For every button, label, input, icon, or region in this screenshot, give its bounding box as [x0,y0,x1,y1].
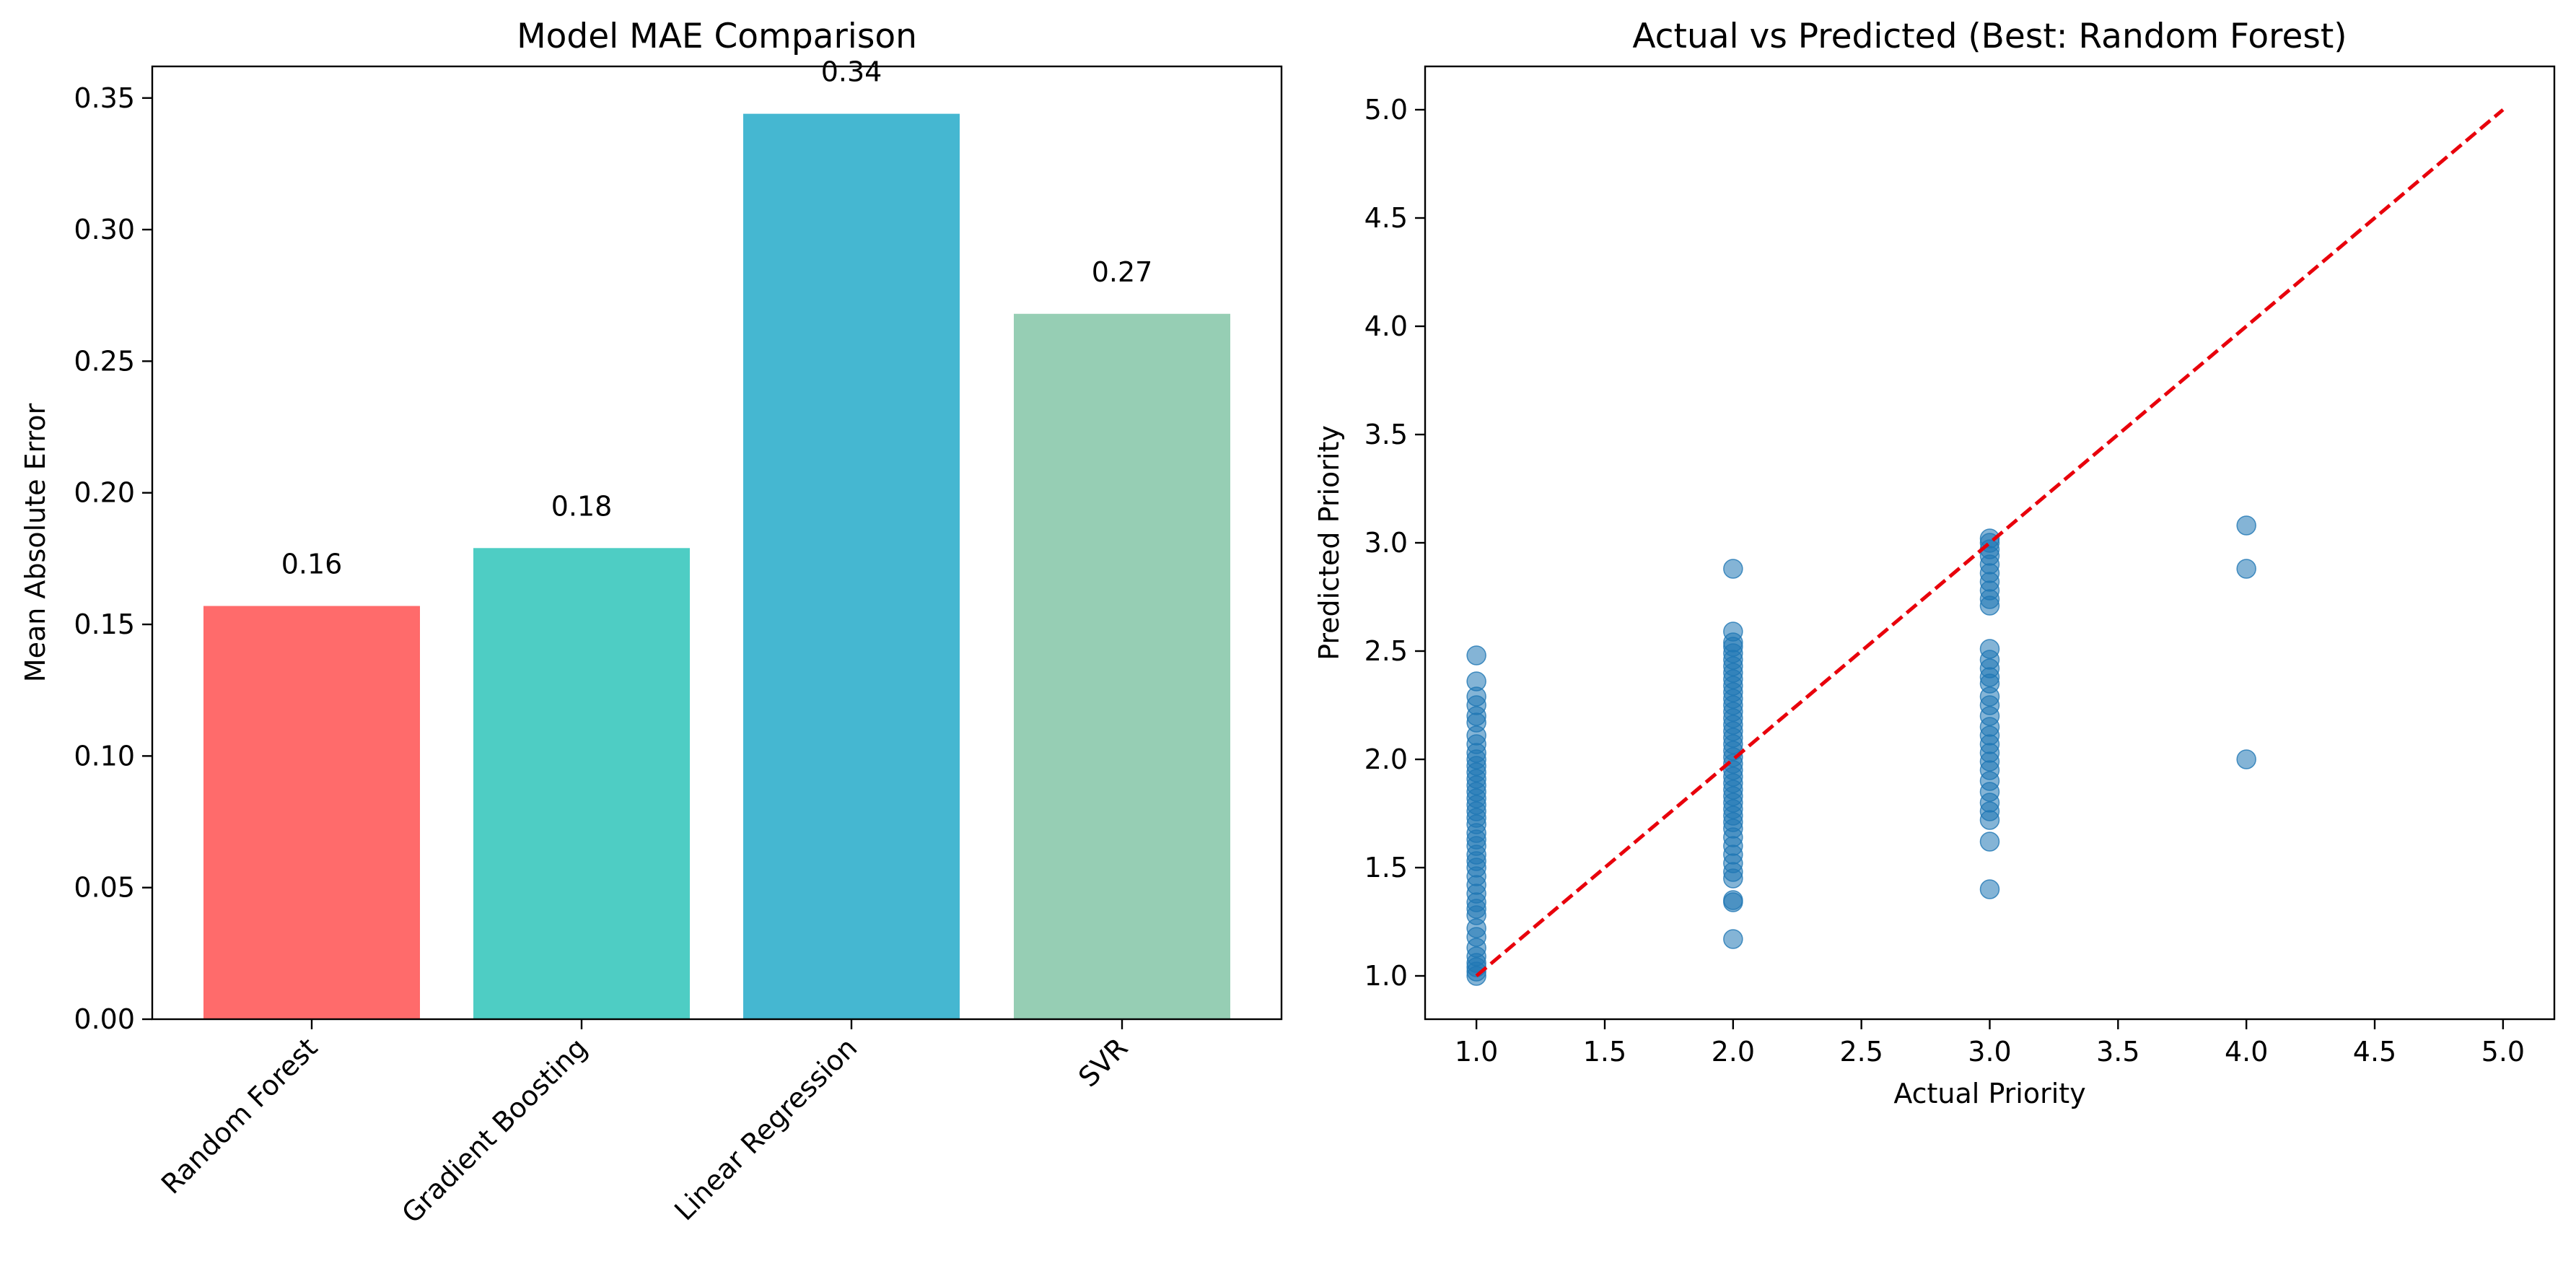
bar-axes-frame [151,65,1283,1021]
x-tick-label: 4.0 [2225,1036,2268,1068]
x-tick-label: 3.5 [2096,1036,2139,1068]
scatter-point [1723,929,1743,949]
bar-value-label: 0.34 [821,56,882,88]
y-tick-label: 1.0 [1364,960,1408,992]
y-tick-label: 0.20 [74,477,135,509]
scatter-chart-panel: 1.0 1.5 2.0 2.5 3.0 3.5 4.0 4.5 5.0 1.0 1.5 2.0 2.5 3… [1313,17,2556,1109]
scatter-point [1723,890,1743,910]
x-tick-label: Linear Regression [668,1031,863,1226]
y-tick-label: 0.35 [74,82,135,114]
scatter-point [2236,749,2256,769]
bar-gradient-boosting [473,548,690,1019]
y-tick-label: 0.05 [74,872,135,904]
bar-svr [1014,313,1230,1019]
scatter-x-axis-label: Actual Priority [1893,1078,2085,1109]
y-tick-label: 2.5 [1364,635,1408,667]
bar-chart-panel: 0.16 0.18 0.34 0.27 0.00 0.05 0.10 0.15 0.20 0.25… [19,17,1283,1229]
x-tick-label: Gradient Boosting [395,1031,593,1229]
scatter-point [1723,621,1743,642]
scatter-point [1979,528,2000,549]
x-tick-label: 2.0 [1712,1036,1755,1068]
y-tick-label: 0.15 [74,608,135,640]
x-tick-label: 1.5 [1583,1036,1626,1068]
y-tick-label: 5.0 [1364,94,1408,126]
y-tick-label: 2.0 [1364,743,1408,775]
x-tick-label: 1.0 [1455,1036,1498,1068]
bar-value-label: 0.18 [551,490,613,522]
y-tick-label: 0.30 [74,214,135,245]
x-tick-label: SVR [1072,1031,1134,1093]
scatter-point [1979,639,2000,659]
y-tick-label: 0.00 [74,1003,135,1035]
scatter-point [1723,559,1743,579]
x-tick-label: 3.0 [1968,1036,2011,1068]
scatter-point [1979,879,2000,899]
bar-linear-regression [743,113,960,1019]
x-tick-label: 2.5 [1839,1036,1883,1068]
y-tick-label: 4.0 [1364,310,1408,342]
scatter-y-axis-label: Predicted Priority [1313,425,1345,660]
x-tick-label: 4.5 [2353,1036,2396,1068]
bar-value-label: 0.27 [1092,256,1153,288]
scatter-point [1979,832,2000,852]
y-tick-label: 1.5 [1364,852,1408,883]
scatter-chart-title: Actual vs Predicted (Best: Random Forest… [1632,17,2347,56]
y-tick-label: 3.5 [1364,419,1408,450]
y-tick-label: 3.0 [1364,527,1408,559]
scatter-point [2236,515,2256,536]
bar-value-label: 0.16 [281,549,343,580]
y-tick-label: 0.10 [74,740,135,772]
bar-chart-title: Model MAE Comparison [517,17,917,56]
bar-random-forest [203,606,420,1019]
x-tick-label: Random Forest [155,1031,323,1200]
bar-y-axis-label: Mean Absolute Error [19,403,51,682]
scatter-point [2236,559,2256,579]
scatter-point [1466,645,1486,666]
ideal-prediction-line [1475,108,2505,977]
y-tick-label: 0.25 [74,345,135,377]
x-tick-label: 5.0 [2481,1036,2525,1068]
y-tick-label: 4.5 [1364,202,1408,234]
scatter-point [1466,671,1486,691]
